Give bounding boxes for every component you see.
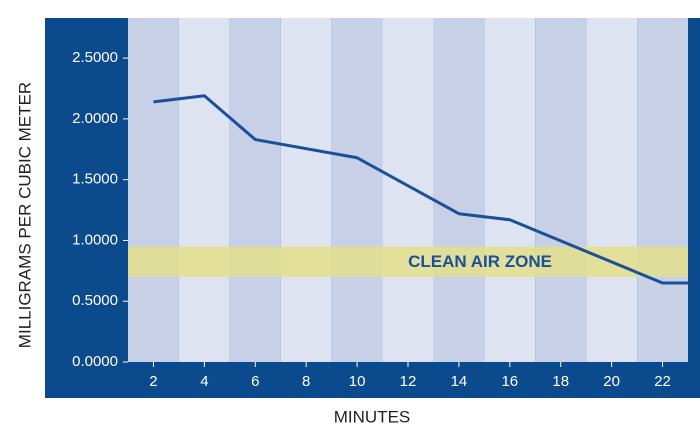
column-band — [331, 18, 383, 362]
x-tick-label: 4 — [200, 373, 208, 390]
y-tick-label: 0.0000 — [72, 353, 118, 370]
x-tick-label: 14 — [451, 373, 468, 390]
column-band — [586, 18, 638, 362]
x-tick-label: 16 — [501, 373, 518, 390]
x-axis-title: MINUTES — [334, 407, 411, 426]
column-band — [484, 18, 536, 362]
column-band — [280, 18, 332, 362]
column-band — [535, 18, 587, 362]
x-tick-label: 6 — [251, 373, 259, 390]
column-band — [229, 18, 281, 362]
y-tick-label: 1.0000 — [72, 231, 118, 248]
y-tick-label: 2.0000 — [72, 110, 118, 127]
x-tick-label: 18 — [552, 373, 569, 390]
column-band — [382, 18, 434, 362]
y-tick-label: 2.5000 — [72, 49, 118, 66]
column-band — [178, 18, 230, 362]
column-band — [637, 18, 688, 362]
data-line — [153, 94, 688, 285]
zone-label: CLEAN AIR ZONE — [408, 252, 552, 271]
clean-air-zone — [128, 246, 688, 277]
x-tick-label: 20 — [603, 373, 620, 390]
y-tick-label: 1.5000 — [72, 171, 118, 188]
x-tick-label: 8 — [302, 373, 310, 390]
x-tick-label: 2 — [149, 373, 157, 390]
y-axis-title: MILLIGRAMS PER CUBIC METER — [15, 82, 34, 348]
y-tick-label: 0.5000 — [72, 292, 118, 309]
x-tick-label: 12 — [400, 373, 417, 390]
x-tick-label: 10 — [349, 373, 366, 390]
column-band — [433, 18, 485, 362]
x-tick-label: 22 — [654, 373, 671, 390]
plot-area — [128, 18, 688, 362]
column-band — [128, 18, 179, 362]
